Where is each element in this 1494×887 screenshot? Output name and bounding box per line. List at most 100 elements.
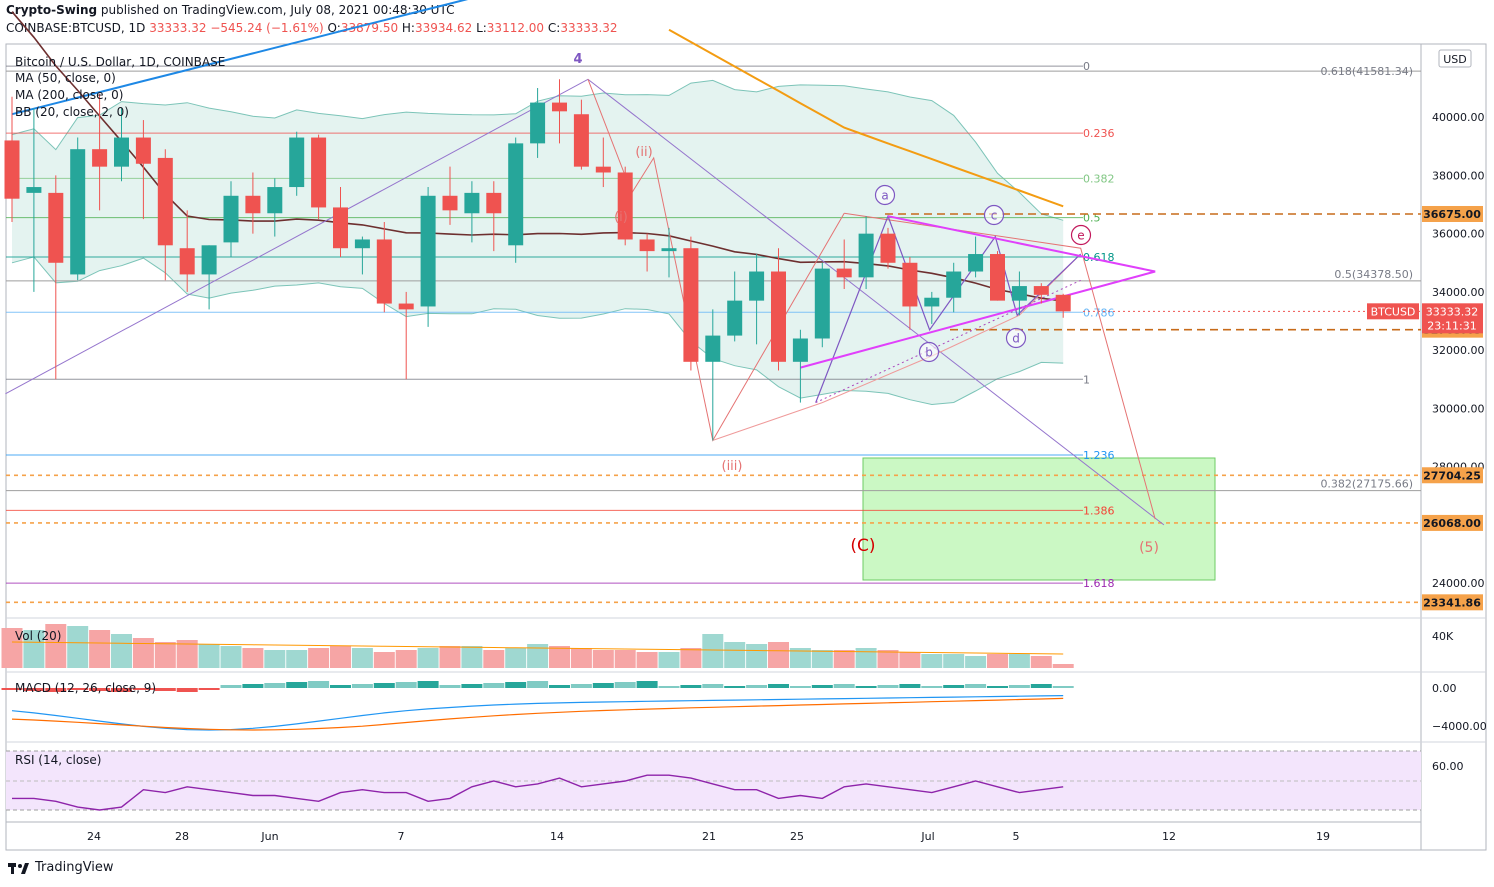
wave-label-d-circle: [1005, 327, 1027, 349]
bollinger-band-fill: [12, 80, 1064, 405]
macd-histogram-bar: [1, 688, 23, 690]
rsi-axis-label: 60.00: [1432, 760, 1464, 773]
candle-body: [464, 192, 480, 214]
brand-name: TradingView: [35, 860, 114, 875]
volume-bar: [1, 628, 23, 668]
price-tick-label: 38000.00: [1432, 169, 1485, 182]
wave-label-e-circle: [1070, 224, 1092, 246]
ma-long-line: [11, 0, 469, 116]
macd-histogram-bar: [833, 684, 855, 688]
macd-histogram-bar: [724, 686, 746, 688]
legend-ma50: MA (50, close, 0): [15, 71, 116, 85]
candle-body: [92, 149, 108, 167]
macd-histogram-bar: [549, 685, 570, 688]
candle-body: [267, 187, 283, 214]
volume-bar: [658, 652, 680, 668]
footer-brand[interactable]: TradingView: [8, 860, 114, 875]
candle-body: [595, 166, 611, 173]
low-value: 33112.00: [486, 21, 545, 35]
time-tick-label: 12: [1162, 830, 1176, 843]
candle-body: [398, 303, 414, 310]
macd-histogram-bar: [505, 682, 527, 688]
fib-label: 1.386: [1083, 504, 1115, 517]
volume-bar: [351, 648, 373, 668]
candle-body: [814, 268, 830, 339]
macd-histogram-bar: [417, 681, 439, 688]
volume-bar: [789, 648, 811, 668]
volume-bar: [417, 648, 439, 668]
volume-bar: [811, 650, 833, 668]
volume-bar: [899, 652, 921, 668]
volume-bar: [680, 648, 702, 668]
candle-body: [114, 137, 129, 167]
macd-histogram-bar: [132, 688, 154, 690]
macd-histogram-bar: [877, 685, 899, 688]
wave-label-a: a: [881, 189, 888, 203]
candle-body: [354, 239, 370, 249]
volume-bar: [286, 650, 308, 668]
legend-title: Bitcoin / U.S. Dollar, 1D, COINBASE: [15, 55, 225, 69]
wave-label-c-circle: [983, 204, 1005, 226]
symbol-line: COINBASE:BTCUSD, 1D: [6, 21, 146, 35]
tag-36675-bg: [1422, 205, 1483, 222]
volume-bar: [549, 646, 570, 668]
rsi-legend: RSI (14, close): [15, 753, 101, 767]
candle-body: [683, 248, 699, 362]
macd-histogram-bar: [1030, 684, 1052, 688]
candle-body: [311, 137, 327, 208]
volume-bar: [45, 624, 67, 668]
target-zone: [862, 457, 1216, 581]
time-axis[interactable]: 24 28 Jun 7 14 21 25 Jul 5 12 19: [87, 830, 1330, 843]
tag-23341: 23341.86: [1423, 596, 1481, 609]
impulse-wave-line: [587, 79, 845, 442]
volume-bar: [702, 634, 724, 668]
volume-bar: [724, 642, 746, 668]
tag-27704: 27704.25: [1423, 469, 1481, 482]
volume-bar: [395, 650, 417, 668]
price-tick-label: 36000.00: [1432, 228, 1485, 241]
tag-27704-bg: [1422, 467, 1483, 484]
macd-histogram-bar: [373, 683, 395, 688]
price-tags: 36675.0032703.4827704.2526068.0023341.86…: [1083, 205, 1483, 611]
wave-label-5: (5): [1139, 540, 1159, 556]
volume-bar: [943, 654, 965, 668]
ohlc-header: COINBASE:BTCUSD, 1D 33333.32 −545.24 (−1…: [6, 21, 618, 35]
fib-label: 1: [1083, 373, 1090, 386]
macd-histogram-bar: [111, 688, 132, 692]
fib-ext-0618-label: 0.618(41581.34): [1320, 65, 1413, 78]
tag-26068-bg: [1422, 514, 1483, 531]
macd-histogram-bar: [483, 683, 505, 688]
price-axis[interactable]: 40000.00 38000.00 36000.00 34000.00 32000.00…: [1432, 111, 1485, 590]
volume-axis-label: 40K: [1432, 630, 1454, 643]
btc-tag-bg: [1367, 303, 1419, 320]
currency-badge[interactable]: [1438, 49, 1472, 68]
candle-body: [552, 102, 567, 112]
macd-histogram-bar: [855, 686, 877, 688]
wave-label-b-circle: [918, 341, 940, 363]
fib-label: 1.618: [1083, 577, 1115, 590]
volume-bar: [220, 646, 242, 668]
close-value: 33333.32: [560, 21, 618, 35]
volume-bar: [330, 646, 351, 668]
candle-body: [573, 114, 589, 167]
price-tick-label: 24000.00: [1432, 577, 1485, 590]
macd-axis-label-zero: 0.00: [1432, 682, 1457, 695]
volume-bar: [1008, 654, 1030, 668]
macd-histogram-bar: [176, 688, 198, 692]
volume-bar: [614, 650, 636, 668]
chart-frame: [5, 43, 1487, 851]
time-tick-label: Jul: [920, 830, 934, 843]
legend-bb: BB (20, close, 2, 0): [15, 105, 129, 119]
price-tick-label: 32000.00: [1432, 344, 1485, 357]
candle-body: [771, 271, 786, 362]
btc-price: 33333.32: [1426, 305, 1479, 318]
volume-bar: [987, 654, 1008, 668]
macd-histogram-bar: [198, 688, 220, 690]
currency-label: USD: [1443, 53, 1467, 66]
macd-histogram-bar: [351, 684, 373, 688]
tag-23341-bg: [1422, 594, 1483, 611]
volume-bar: [198, 644, 220, 668]
macd-histogram-bar: [242, 684, 264, 688]
open-value: 33879.50: [340, 21, 399, 35]
